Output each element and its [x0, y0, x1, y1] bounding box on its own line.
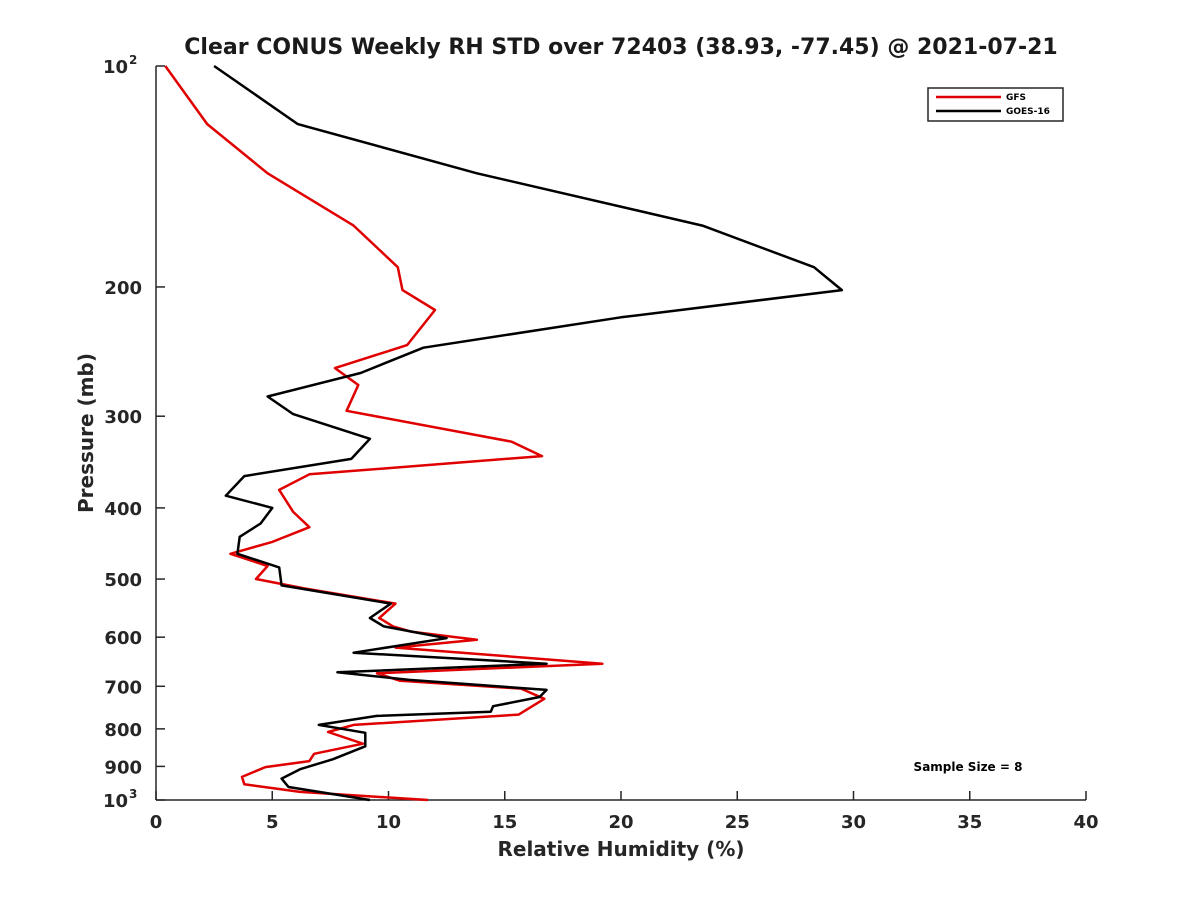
y-tick-label: 400: [104, 499, 142, 520]
y-tick-label: 300: [104, 407, 142, 428]
y-tick-label: 200: [104, 278, 142, 299]
x-tick-label: 30: [841, 812, 866, 833]
legend-box: [927, 87, 1064, 122]
y-tick-label: 700: [104, 677, 142, 698]
chart-title: Clear CONUS Weekly RH STD over 72403 (38…: [184, 35, 1057, 60]
x-tick-label: 10: [376, 812, 401, 833]
series-lines: [164, 64, 844, 802]
y-axis-label: Pressure (mb): [74, 353, 98, 513]
x-tick-label: 20: [608, 812, 633, 833]
y-tick-label: 500: [104, 570, 142, 591]
legend-entry-label: GOES-16: [1006, 107, 1050, 117]
y-tick-label: 10: [103, 57, 128, 78]
x-axis-label: Relative Humidity (%): [497, 837, 744, 861]
x-tick-label: 25: [725, 812, 750, 833]
x-tick-label: 35: [957, 812, 982, 833]
y-tick-label: 10: [103, 791, 128, 812]
y-tick-label: 600: [104, 628, 142, 649]
x-tick-label: 5: [266, 812, 279, 833]
y-tick-exponent: 3: [129, 787, 137, 801]
y-tick-label: 800: [104, 720, 142, 741]
legend-entry-label: GFS: [1006, 93, 1026, 103]
y-tick-exponent: 2: [129, 53, 137, 67]
legend: GFS GOES-16: [927, 87, 1064, 122]
x-tick-label: 40: [1073, 812, 1098, 833]
series-line-goes-16: [213, 64, 844, 802]
x-tick-label: 0: [150, 812, 163, 833]
y-tick-label: 900: [104, 757, 142, 778]
sample-size-annotation: Sample Size = 8: [914, 760, 1023, 774]
x-tick-label: 15: [492, 812, 517, 833]
